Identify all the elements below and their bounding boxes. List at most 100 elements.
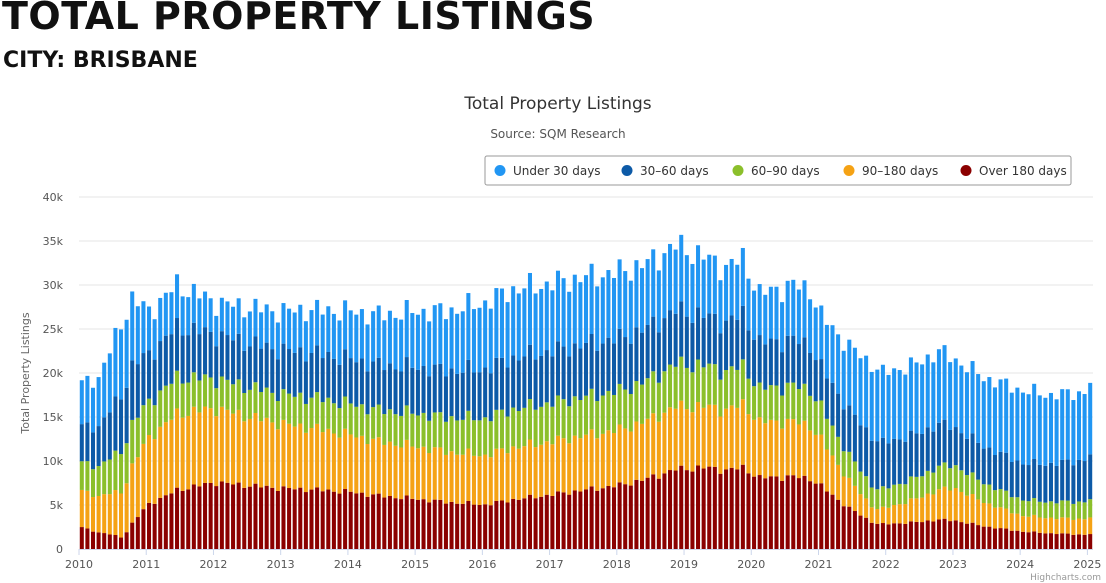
bar-stack[interactable] bbox=[505, 302, 510, 549]
bar-stack[interactable] bbox=[724, 264, 729, 549]
bar-stack[interactable] bbox=[488, 308, 493, 549]
bar-stack[interactable] bbox=[841, 350, 846, 549]
bar-stack[interactable] bbox=[494, 288, 499, 549]
bar-stack[interactable] bbox=[85, 375, 90, 549]
bar-stack[interactable] bbox=[864, 355, 869, 549]
bar-stack[interactable] bbox=[264, 304, 269, 549]
bar-stack[interactable] bbox=[79, 380, 84, 549]
bar-stack[interactable] bbox=[606, 270, 611, 549]
bar-stack[interactable] bbox=[371, 311, 376, 549]
bar-stack[interactable] bbox=[404, 300, 409, 549]
bar-stack[interactable] bbox=[90, 387, 96, 549]
bar-stack[interactable] bbox=[656, 270, 661, 549]
bar-stack[interactable] bbox=[365, 324, 370, 549]
bar-stack[interactable] bbox=[892, 368, 897, 549]
bar-stack[interactable] bbox=[830, 325, 835, 549]
bar-stack[interactable] bbox=[752, 290, 757, 549]
bar-stack[interactable] bbox=[147, 306, 152, 549]
bar-stack[interactable] bbox=[1032, 383, 1037, 549]
bar-stack[interactable] bbox=[1048, 392, 1054, 549]
bar-stack[interactable] bbox=[555, 270, 561, 549]
bar-stack[interactable] bbox=[903, 374, 908, 549]
bar-stack[interactable] bbox=[673, 249, 678, 549]
bar-stack[interactable] bbox=[253, 298, 258, 549]
bar-stack[interactable] bbox=[785, 280, 790, 549]
bar-stack[interactable] bbox=[561, 278, 566, 549]
legend-item-60-90[interactable]: 60–90 days bbox=[732, 164, 820, 178]
bar-stack[interactable] bbox=[808, 299, 813, 549]
bar-stack[interactable] bbox=[399, 319, 404, 549]
bar-stack[interactable] bbox=[1076, 391, 1082, 549]
bar-stack[interactable] bbox=[135, 306, 140, 549]
legend-item-90-180[interactable]: 90–180 days bbox=[843, 164, 939, 178]
bar-stack[interactable] bbox=[964, 372, 969, 549]
bar-stack[interactable] bbox=[668, 243, 673, 549]
bar-stack[interactable] bbox=[175, 274, 180, 549]
bar-stack[interactable] bbox=[471, 309, 476, 549]
bar-stack[interactable] bbox=[1060, 389, 1065, 549]
bar-stack[interactable] bbox=[449, 307, 454, 549]
bar-stack[interactable] bbox=[875, 369, 880, 549]
bar-stack[interactable] bbox=[231, 306, 236, 549]
bar-stack[interactable] bbox=[746, 278, 751, 549]
bar-stack[interactable] bbox=[544, 281, 549, 549]
legend-item-over-180[interactable]: Over 180 days bbox=[960, 164, 1067, 178]
bar-stack[interactable] bbox=[118, 329, 124, 549]
bar-stack[interactable] bbox=[259, 312, 264, 549]
bar-stack[interactable] bbox=[376, 305, 381, 549]
bar-stack[interactable] bbox=[583, 275, 589, 549]
bar-stack[interactable] bbox=[225, 301, 230, 549]
bar-stack[interactable] bbox=[1065, 389, 1070, 549]
bar-stack[interactable] bbox=[623, 271, 628, 549]
bar-stack[interactable] bbox=[124, 319, 129, 549]
bar-stack[interactable] bbox=[774, 286, 779, 549]
legend-item-under-30[interactable]: Under 30 days bbox=[494, 164, 601, 178]
bar-stack[interactable] bbox=[617, 259, 622, 549]
bar-stack[interactable] bbox=[343, 300, 348, 549]
bar-stack[interactable] bbox=[684, 255, 689, 549]
bar-stack[interactable] bbox=[1054, 399, 1059, 549]
bar-stack[interactable] bbox=[1071, 400, 1076, 549]
bar-stack[interactable] bbox=[511, 286, 516, 549]
bar-stack[interactable] bbox=[1088, 382, 1093, 549]
bar-stack[interactable] bbox=[640, 268, 645, 549]
bar-stack[interactable] bbox=[320, 314, 325, 549]
bar-stack[interactable] bbox=[287, 308, 292, 549]
bar-stack[interactable] bbox=[780, 302, 785, 549]
bar-stack[interactable] bbox=[309, 310, 314, 549]
bar-stack[interactable] bbox=[572, 274, 577, 549]
bar-stack[interactable] bbox=[925, 354, 930, 549]
bar-stack[interactable] bbox=[796, 289, 801, 549]
bar-stack[interactable] bbox=[169, 292, 174, 549]
bar-stack[interactable] bbox=[326, 306, 331, 549]
bar-stack[interactable] bbox=[158, 297, 163, 549]
bar-stack[interactable] bbox=[802, 280, 807, 549]
bar-stack[interactable] bbox=[387, 310, 392, 549]
bar-stack[interactable] bbox=[589, 263, 594, 549]
bar-stack[interactable] bbox=[712, 255, 717, 549]
bar-stack[interactable] bbox=[197, 298, 202, 549]
bar-stack[interactable] bbox=[214, 315, 219, 549]
bar-stack[interactable] bbox=[1015, 387, 1020, 549]
bar-stack[interactable] bbox=[102, 362, 107, 549]
bar-stack[interactable] bbox=[959, 365, 964, 549]
bar-stack[interactable] bbox=[113, 327, 118, 549]
bar-stack[interactable] bbox=[382, 320, 387, 549]
bar-stack[interactable] bbox=[236, 298, 241, 549]
bar-stack[interactable] bbox=[152, 319, 157, 549]
bar-stack[interactable] bbox=[499, 288, 504, 549]
bar-stack[interactable] bbox=[1020, 392, 1025, 549]
bar-stack[interactable] bbox=[438, 303, 443, 549]
bar-stack[interactable] bbox=[645, 259, 650, 549]
bar-stack[interactable] bbox=[107, 353, 112, 549]
bar-stack[interactable] bbox=[836, 334, 841, 549]
bar-stack[interactable] bbox=[920, 364, 925, 549]
bar-stack[interactable] bbox=[281, 303, 286, 549]
bar-stack[interactable] bbox=[791, 279, 796, 549]
bar-stack[interactable] bbox=[354, 314, 359, 549]
bar-stack[interactable] bbox=[315, 299, 320, 549]
bar-stack[interactable] bbox=[393, 317, 398, 549]
bar-stack[interactable] bbox=[303, 321, 308, 549]
bar-stack[interactable] bbox=[707, 254, 712, 549]
bar-stack[interactable] bbox=[163, 292, 168, 549]
